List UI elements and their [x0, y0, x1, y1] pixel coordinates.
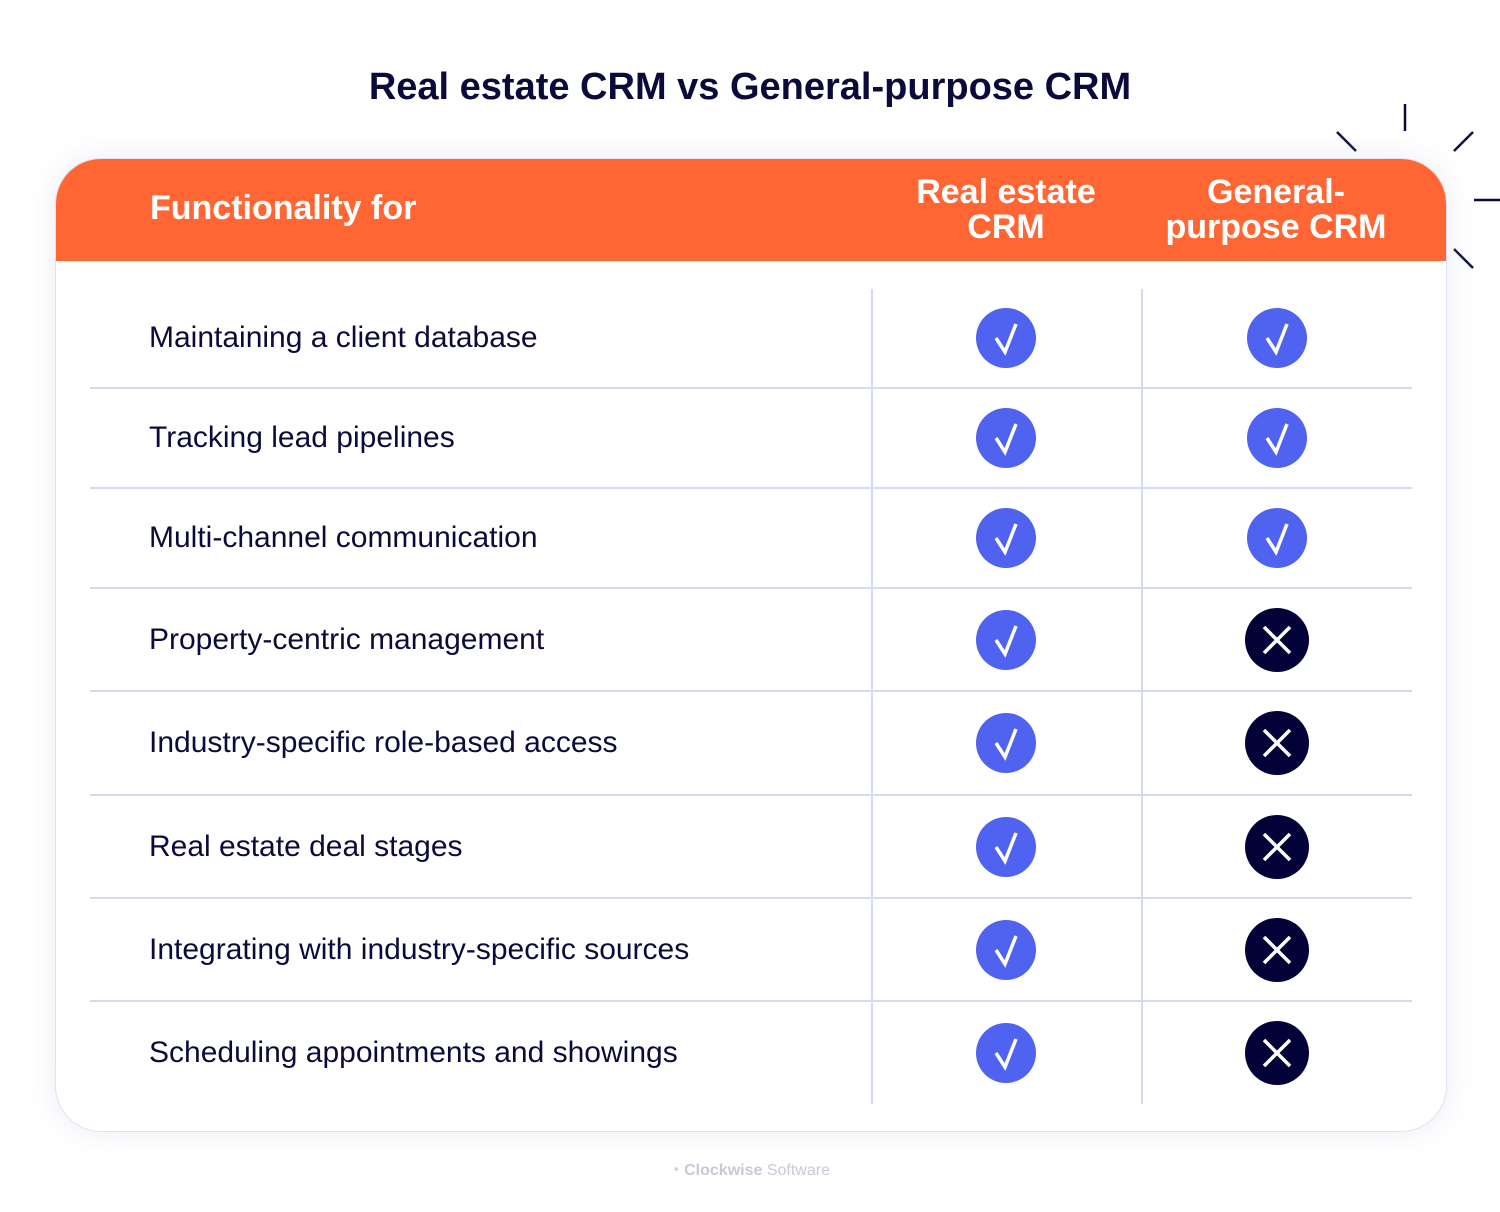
table-row: Tracking lead pipelines: [90, 389, 1412, 489]
cross-icon: [1245, 607, 1309, 672]
row-label: Integrating with industry-specific sourc…: [149, 932, 690, 966]
cross-icon: [1245, 814, 1309, 879]
clockwise-software-logo: ◔ Clockwise Software: [0, 1162, 1500, 1180]
check-icon: [1247, 408, 1307, 468]
table-row: Industry-specific role-based access: [90, 692, 1412, 796]
logo-brand-bold: Clockwise: [684, 1162, 763, 1179]
table-row: Multi-channel communication: [90, 489, 1412, 589]
cross-icon: [1245, 1021, 1309, 1085]
page-title: Real estate CRM vs General-purpose CRM: [368, 66, 1132, 108]
logo-brand-light: Software: [766, 1162, 830, 1179]
row-label: Tracking lead pipelines: [149, 421, 455, 454]
row-label: Maintaining a client database: [149, 321, 538, 354]
table-row: Integrating with industry-specific sourc…: [90, 899, 1412, 1002]
sparkle-decoration-icon: [1336, 104, 1500, 269]
table-row: Scheduling appointments and showings: [90, 1002, 1412, 1104]
check-icon: [976, 713, 1036, 773]
check-icon: [1247, 508, 1307, 568]
table-row: Maintaining a client database: [90, 289, 1412, 389]
comparison-table: Functionality for Real estate CRM Genera…: [55, 158, 1447, 1132]
row-label: Property-centric management: [149, 622, 545, 656]
check-icon: [976, 308, 1036, 368]
check-icon: [1247, 308, 1307, 368]
column-divider: [1141, 289, 1143, 1104]
header-real-estate-crm: Real estate CRM: [916, 173, 1096, 246]
header-functionality: Functionality for: [150, 189, 417, 227]
column-divider: [871, 289, 873, 1104]
logo-mark-icon: ◔: [670, 1162, 680, 1179]
header-general-purpose-crm: General-purpose CRM: [1165, 173, 1387, 246]
cross-icon: [1245, 711, 1309, 775]
row-label: Scheduling appointments and showings: [149, 1036, 678, 1069]
row-label: Industry-specific role-based access: [149, 726, 618, 759]
check-icon: [976, 508, 1036, 568]
row-label: Multi-channel communication: [149, 521, 538, 554]
check-icon: [976, 609, 1036, 670]
table-row: Property-centric management: [90, 589, 1412, 692]
check-icon: [976, 919, 1036, 980]
table-body: Maintaining a client database Tracking le…: [90, 289, 1412, 1104]
check-icon: [976, 816, 1036, 877]
row-label: Real estate deal stages: [149, 829, 463, 863]
table-row: Real estate deal stages: [90, 796, 1412, 899]
check-icon: [976, 408, 1036, 468]
table-header: Functionality for Real estate CRM Genera…: [56, 159, 1446, 261]
cross-icon: [1245, 917, 1309, 982]
check-icon: [976, 1023, 1036, 1083]
